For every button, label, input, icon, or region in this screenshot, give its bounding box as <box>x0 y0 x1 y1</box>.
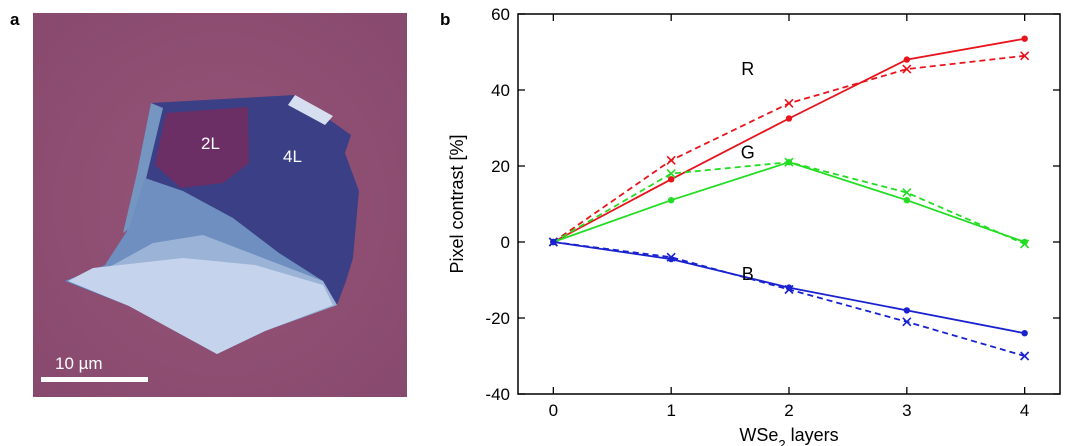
series-line-r-solid <box>552 37 1025 243</box>
flake-edge-strip <box>123 103 163 233</box>
data-point <box>667 197 675 204</box>
flake-image: 2L 4L 10 µm <box>33 13 407 397</box>
plot-frame <box>517 13 1061 395</box>
series-label-b: B <box>742 264 754 284</box>
data-point-cross <box>548 237 558 247</box>
data-point <box>785 115 793 122</box>
data-point-cross <box>902 64 912 74</box>
data-point-cross <box>784 98 794 108</box>
data-point-cross <box>666 155 676 165</box>
x-tick-label: 2 <box>784 401 793 420</box>
x-tick-label: 3 <box>902 401 911 420</box>
data-point-cross <box>666 252 676 262</box>
data-point <box>1021 330 1028 337</box>
x-tick-label: 0 <box>549 401 558 420</box>
flake-2l-region <box>155 107 249 188</box>
label-4l: 4L <box>283 147 302 166</box>
y-tick-label: -20 <box>485 309 510 328</box>
series-label-g: G <box>741 142 755 162</box>
data-point <box>903 197 911 204</box>
panel-b-label: b <box>440 10 451 29</box>
flake-fold <box>288 95 333 125</box>
data-point <box>1021 35 1028 42</box>
series-layer <box>548 35 1030 361</box>
label-2l: 2L <box>201 134 220 153</box>
scalebar-label: 10 µm <box>55 354 103 373</box>
data-point-cross <box>1020 351 1030 361</box>
flake-bulk-region <box>68 258 333 354</box>
series-line-g-dashed <box>552 161 1026 245</box>
data-point-cross <box>1020 51 1030 61</box>
data-point-cross <box>1020 239 1030 249</box>
scalebar <box>41 377 148 382</box>
data-point <box>667 176 675 183</box>
panel-a-label: a <box>10 10 20 29</box>
data-point-cross <box>784 157 794 167</box>
y-tick-label: -40 <box>485 385 510 404</box>
series-label-r: R <box>741 59 754 79</box>
y-tick-label: 0 <box>501 233 510 252</box>
data-point <box>903 56 911 63</box>
series-line-b-dashed <box>553 241 1025 357</box>
data-point-cross <box>902 317 912 327</box>
series-line-r-dashed <box>552 54 1025 243</box>
series-line-g-solid <box>553 161 1025 243</box>
labels-layer: R G B <box>741 59 755 284</box>
plot-axes: 0 1 2 3 4 -40 -20 0 20 40 60 WSe2 layers Pixel contr… <box>447 5 1061 446</box>
x-tick-label: 1 <box>666 401 675 420</box>
data-point-cross <box>902 188 912 198</box>
data-point-cross <box>784 284 794 295</box>
y-axis-label: Pixel contrast [%] <box>447 134 467 273</box>
y-tick-label: 20 <box>491 157 510 176</box>
y-tick-label: 60 <box>491 5 510 24</box>
data-point <box>903 307 911 314</box>
x-tick-label: 4 <box>1020 401 1029 420</box>
data-point-cross <box>666 169 676 179</box>
y-tick-label: 40 <box>491 81 510 100</box>
x-axis-label: WSe2 layers <box>739 425 838 446</box>
optical-micrograph: 2L 4L 10 µm <box>33 13 407 397</box>
